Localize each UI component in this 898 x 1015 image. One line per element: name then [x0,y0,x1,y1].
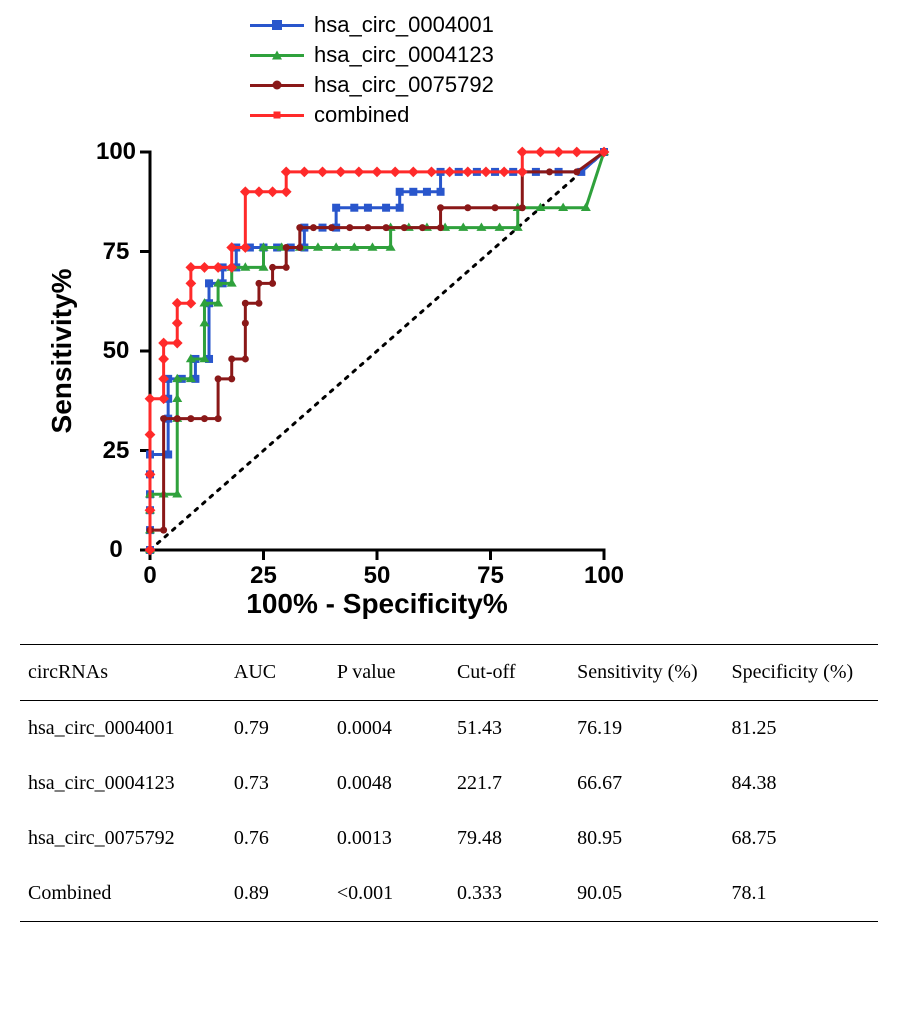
legend-marker-icon [272,51,282,60]
roc-chart-svg [60,136,620,616]
table-cell: 80.95 [569,811,723,866]
table-row: hsa_circ_00040010.790.000451.4376.1981.2… [20,701,878,757]
table-col-header: Specificity (%) [724,645,878,701]
table-cell: 76.19 [569,701,723,757]
table-col-header: P value [329,645,449,701]
table-header-row: circRNAsAUCP valueCut-offSensitivity (%)… [20,645,878,701]
table-col-header: Sensitivity (%) [569,645,723,701]
table-cell: 90.05 [569,866,723,922]
table-cell: 0.0004 [329,701,449,757]
y-axis-label: Sensitivity% [46,269,78,434]
table-cell: 78.1 [724,866,878,922]
table-cell: 79.48 [449,811,569,866]
table-cell: 66.67 [569,756,723,811]
legend-item: hsa_circ_0004001 [250,10,878,40]
x-axis-label: 100% - Specificity% [97,588,657,620]
table-cell: 84.38 [724,756,878,811]
table-col-header: AUC [226,645,329,701]
table-row: hsa_circ_00757920.760.001379.4880.9568.7… [20,811,878,866]
legend-swatch [250,24,304,27]
table-cell: 51.43 [449,701,569,757]
results-table: circRNAsAUCP valueCut-offSensitivity (%)… [20,644,878,922]
legend-marker-icon [274,112,281,119]
page: hsa_circ_0004001hsa_circ_0004123hsa_circ… [0,0,898,946]
table-cell: 0.89 [226,866,329,922]
table-row: hsa_circ_00041230.730.0048221.766.6784.3… [20,756,878,811]
legend-label: combined [314,102,409,128]
table-row: Combined0.89<0.0010.33390.0578.1 [20,866,878,922]
table-col-header: Cut-off [449,645,569,701]
table-cell: 0.333 [449,866,569,922]
table-cell: 68.75 [724,811,878,866]
table-cell: 0.0013 [329,811,449,866]
table-cell: 0.79 [226,701,329,757]
legend: hsa_circ_0004001 hsa_circ_0004123 hsa_circ… [250,10,878,130]
legend-label: hsa_circ_0004123 [314,42,494,68]
legend-item: combined [250,100,878,130]
table-cell: 0.76 [226,811,329,866]
table-cell: 81.25 [724,701,878,757]
table-cell: hsa_circ_0004001 [20,701,226,757]
legend-label: hsa_circ_0075792 [314,72,494,98]
table-cell: 0.73 [226,756,329,811]
table-cell: hsa_circ_0004123 [20,756,226,811]
table-cell: <0.001 [329,866,449,922]
table-body: hsa_circ_00040010.790.000451.4376.1981.2… [20,701,878,922]
legend-marker-icon [272,20,282,30]
legend-item: hsa_circ_0075792 [250,70,878,100]
legend-swatch [250,114,304,117]
legend-item: hsa_circ_0004123 [250,40,878,70]
roc-chart: Sensitivity% 02550751000255075100 100% -… [60,136,620,616]
table-cell: Combined [20,866,226,922]
table-cell: 221.7 [449,756,569,811]
legend-label: hsa_circ_0004001 [314,12,494,38]
legend-marker-icon [273,81,282,90]
legend-swatch [250,84,304,87]
legend-swatch [250,54,304,57]
table-cell: 0.0048 [329,756,449,811]
table-col-header: circRNAs [20,645,226,701]
table-cell: hsa_circ_0075792 [20,811,226,866]
